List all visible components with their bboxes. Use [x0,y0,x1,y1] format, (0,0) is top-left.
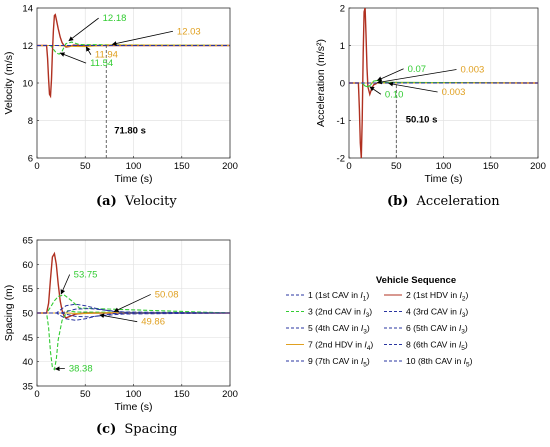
x-tick-label: 100 [126,161,142,172]
annotation-label: 0.003 [461,65,485,76]
y-tick-label: 1 [340,41,345,52]
x-tick-label: 150 [174,389,190,400]
caption-spacing-label: (c) [96,422,116,437]
annotation-label: 12.18 [103,13,127,24]
y-tick-label: -1 [337,116,345,127]
annotation-label: 11.94 [95,50,118,61]
legend-entry-label: 5 (4th CAV in I3) [308,323,370,336]
annotation-label: 0.07 [408,64,427,75]
x-tick-label: 200 [222,389,238,400]
annotation-arrow [86,47,91,55]
legend-entry-label: 2 (1st HDV in I2) [406,290,469,303]
x-tick-label: 0 [34,161,39,172]
y-tick-label: 45 [22,333,33,344]
annotation-label: 12.03 [177,26,201,37]
x-tick-label: 0 [34,389,39,400]
annotation-arrow [112,31,173,44]
y-tick-label: 10 [22,79,33,90]
x-tick-label: 200 [222,161,238,172]
legend-entry-label: 1 (1st CAV in I1) [308,290,369,303]
velocity-chart: 0 50 100 150 200 6 8 10 12 14 Time (s) Velocity (m/… [3,4,238,186]
annotation-label: 71.80 s [114,126,146,137]
y-tick-label: 40 [22,357,33,368]
y-axis-label: Acceleration (m/s²) [315,39,327,127]
caption-spacing-text: Spacing [124,422,177,437]
y-tick-label: 60 [22,260,33,271]
legend-entry-label: 6 (5th CAV in I3) [406,323,468,336]
annotation-arrow [100,315,137,322]
y-tick-label: 55 [22,284,33,295]
x-tick-label: 50 [80,389,91,400]
svg-text:(b) Acceleration: (b) Acceleration [387,194,500,209]
x-axis-label: Time (s) [114,173,152,185]
x-tick-label: 150 [483,161,499,172]
y-tick-label: 6 [28,154,33,165]
annotation-label: 50.08 [155,289,179,300]
caption-velocity: (a) Velocity [96,194,177,209]
y-tick-label: 35 [22,382,33,393]
x-tick-label: 100 [436,161,452,172]
legend-title: Vehicle Sequence [376,275,456,286]
annotation-label: 49.86 [141,317,165,328]
x-axis-label: Time (s) [424,173,462,185]
annotation-arrow [114,294,151,311]
y-tick-label: 8 [28,116,33,127]
x-axis-label: Time (s) [114,401,152,413]
x-tick-label: 50 [80,161,91,172]
legend-entry-label: 4 (3rd CAV in I3) [406,307,468,320]
x-tick-label: 0 [346,161,351,172]
annotation-arrow [60,53,86,63]
legend-entry-label: 8 (6th CAV in I5) [406,340,468,353]
y-tick-label: 2 [340,4,345,15]
caption-spacing: (c) Spacing [96,422,177,437]
y-tick-label: 0 [340,79,345,90]
legend: Vehicle Sequence 1 (1st CAV in I1) 2 (1st… [286,275,473,369]
y-tick-label: 12 [22,41,33,52]
annotation-label: 53.75 [74,269,98,280]
legend-entry-label: 3 (2nd CAV in I3) [308,307,372,320]
caption-acceleration: (b) Acceleration [387,194,500,209]
x-tick-label: 200 [530,161,546,172]
annotation-label: 50.10 s [406,114,438,125]
svg-text:(c) Spacing: (c) Spacing [96,422,177,437]
x-tick-label: 150 [174,161,190,172]
acceleration-chart: 0 50 100 150 200 -2 -1 0 1 2 Time (s) Acceleration … [315,4,546,186]
legend-entry-label: 9 (7th CAV in I5) [308,356,370,369]
y-tick-label: -2 [337,154,345,165]
x-tick-label: 100 [126,389,142,400]
svg-text:(a) Velocity: (a) Velocity [96,194,177,209]
annotation-label: 38.38 [69,363,93,374]
caption-velocity-text: Velocity [124,194,178,209]
caption-acceleration-text: Acceleration [416,194,501,209]
x-tick-label: 50 [391,161,402,172]
spacing-chart: 0 50 100 150 200 35 40 45 50 55 60 65 Time (s) Spacin… [3,236,238,414]
annotation-arrow [61,274,70,294]
legend-entry-label: 10 (8th CAV in I5) [406,356,473,369]
y-tick-label: 50 [22,309,33,320]
caption-velocity-label: (a) [96,194,117,209]
y-tick-label: 65 [22,236,33,247]
y-tick-label: 14 [22,4,33,15]
y-axis-label: Spacing (m) [3,285,15,342]
annotation-arrow [55,368,65,369]
y-axis-label: Velocity (m/s) [3,51,15,114]
caption-acceleration-label: (b) [387,194,408,209]
legend-entry-label: 7 (2nd HDV in I4) [308,340,373,353]
annotation-label: 0.10 [385,89,404,100]
annotation-arrow [69,18,99,41]
annotation-label: 0.003 [442,87,466,98]
